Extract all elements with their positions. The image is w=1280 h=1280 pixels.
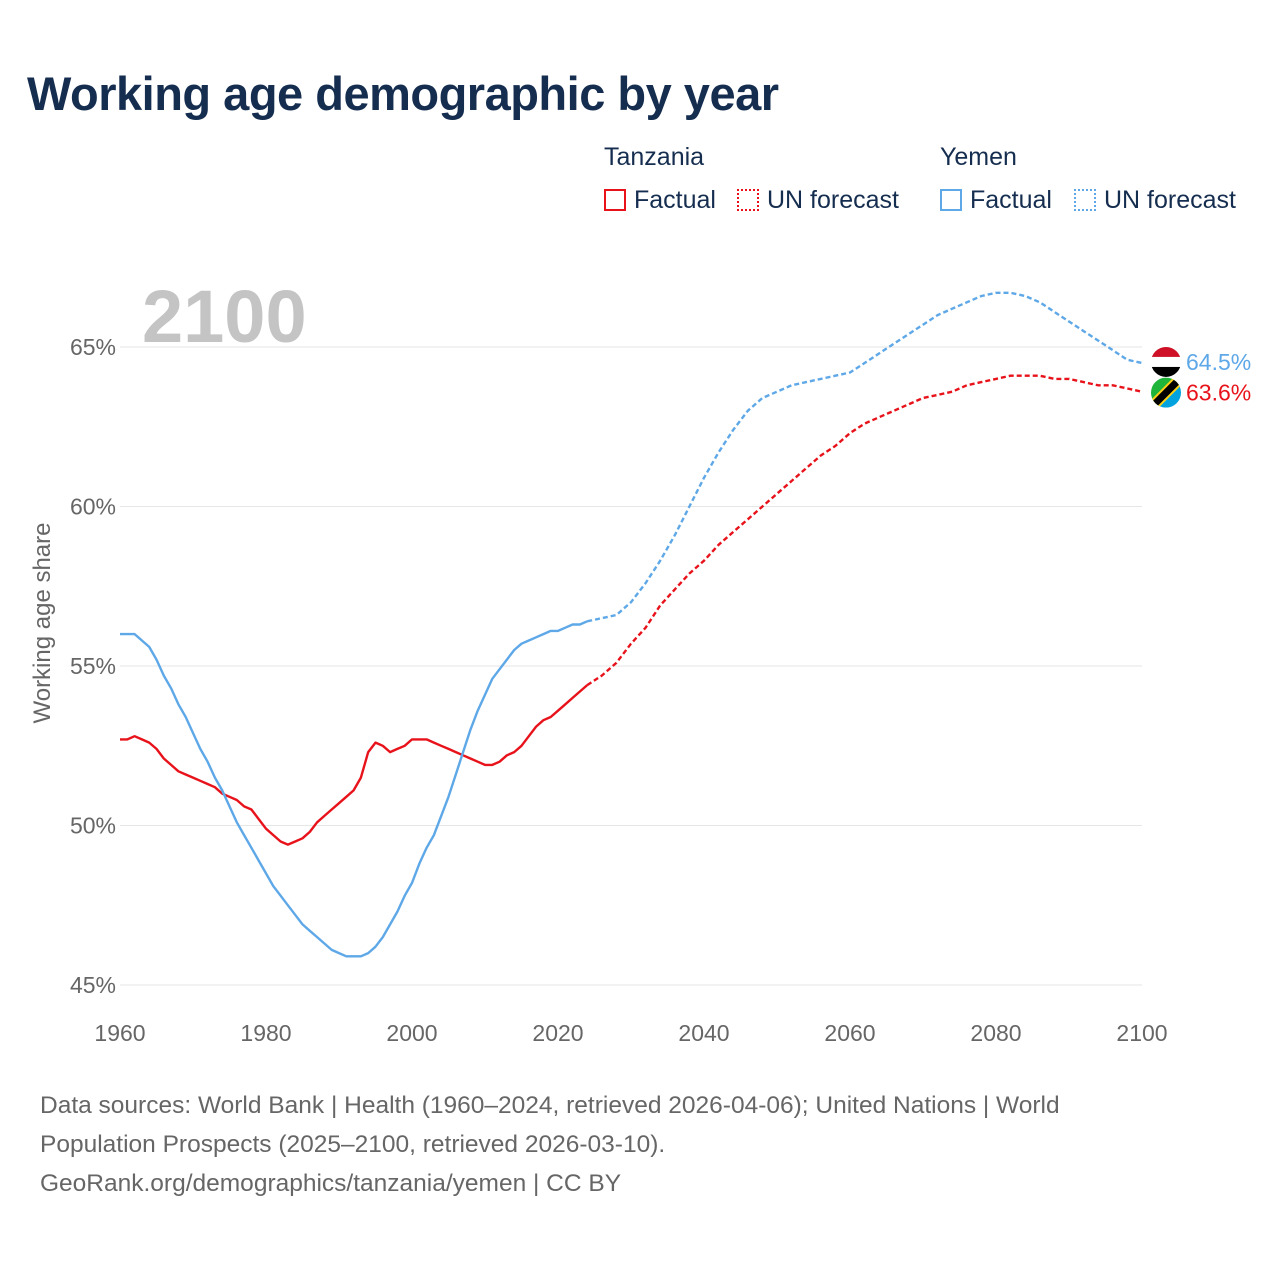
yemen-factual-line xyxy=(120,620,588,958)
x-tick-label: 1960 xyxy=(94,1020,145,1046)
legend-swatch-dotted-blue xyxy=(1074,189,1096,211)
yemen-end-value: 64.5% xyxy=(1186,349,1251,375)
legend-item-label: UN forecast xyxy=(1104,185,1236,214)
flag-stripe-white xyxy=(1151,356,1181,367)
y-axis-ticks: 45% 50% 55% 60% 65% xyxy=(70,334,116,998)
footer-line-1: Data sources: World Bank | Health (1960–… xyxy=(40,1092,1060,1119)
tanzania-forecast-line xyxy=(586,374,1143,687)
legend-item-yemen-factual[interactable]: Factual xyxy=(940,185,1052,215)
x-tick-label: 2040 xyxy=(678,1020,729,1046)
y-tick-label: 55% xyxy=(70,653,116,679)
flag-stripe-red xyxy=(1151,346,1181,357)
x-tick-label: 2080 xyxy=(970,1020,1021,1046)
y-tick-label: 45% xyxy=(70,972,116,998)
tanzania-flag-icon xyxy=(1151,377,1181,408)
end-markers: 64.5% 63.6% xyxy=(1151,346,1251,408)
y-tick-label: 60% xyxy=(70,494,116,520)
x-tick-label: 2100 xyxy=(1116,1020,1167,1046)
series-lines xyxy=(120,291,1143,958)
footer-sources: Data sources: World Bank | Health (1960–… xyxy=(40,1086,1240,1203)
x-tick-label: 1980 xyxy=(240,1020,291,1046)
legend-item-tanzania-forecast[interactable]: UN forecast xyxy=(737,185,899,215)
legend-item-label: UN forecast xyxy=(767,185,899,214)
footer-line-2: Population Prospects (2025–2100, retriev… xyxy=(40,1131,666,1158)
footer-line-3: GeoRank.org/demographics/tanzania/yemen … xyxy=(40,1170,622,1197)
tanzania-end-value: 63.6% xyxy=(1186,380,1251,406)
x-tick-label: 2000 xyxy=(386,1020,437,1046)
flag-stripe-black xyxy=(1151,366,1181,377)
legend-item-label: Factual xyxy=(970,185,1052,214)
y-axis-label: Working age share xyxy=(29,523,56,724)
chart-title: Working age demographic by year xyxy=(27,67,779,120)
tanzania-factual-line xyxy=(120,684,588,846)
yemen-flag-icon xyxy=(1151,346,1181,377)
yemen-forecast-line xyxy=(586,291,1143,623)
legend-swatch-solid-blue xyxy=(940,189,962,211)
legend-item-label: Factual xyxy=(634,185,716,214)
legend-group-tanzania-name: Tanzania xyxy=(604,143,705,171)
x-axis-ticks: 1960 1980 2000 2020 2040 2060 2080 2100 xyxy=(94,1020,1167,1046)
grid-lines xyxy=(120,346,1142,986)
legend: Tanzania Factual UN forecast Yemen Factu… xyxy=(604,143,1254,223)
x-tick-label: 2060 xyxy=(824,1020,875,1046)
x-tick-label: 2020 xyxy=(532,1020,583,1046)
y-tick-label: 65% xyxy=(70,334,116,360)
legend-swatch-solid-red xyxy=(604,189,626,211)
legend-swatch-dotted-red xyxy=(737,189,759,211)
line-chart: 2100 45% 50% 55% 60% 65% 1960 1980 2000 2020 204… xyxy=(29,275,1251,1046)
year-watermark: 2100 xyxy=(142,275,307,358)
legend-item-yemen-forecast[interactable]: UN forecast xyxy=(1074,185,1236,215)
legend-group-yemen-name: Yemen xyxy=(940,143,1017,171)
legend-item-tanzania-factual[interactable]: Factual xyxy=(604,185,716,215)
y-tick-label: 50% xyxy=(70,813,116,839)
